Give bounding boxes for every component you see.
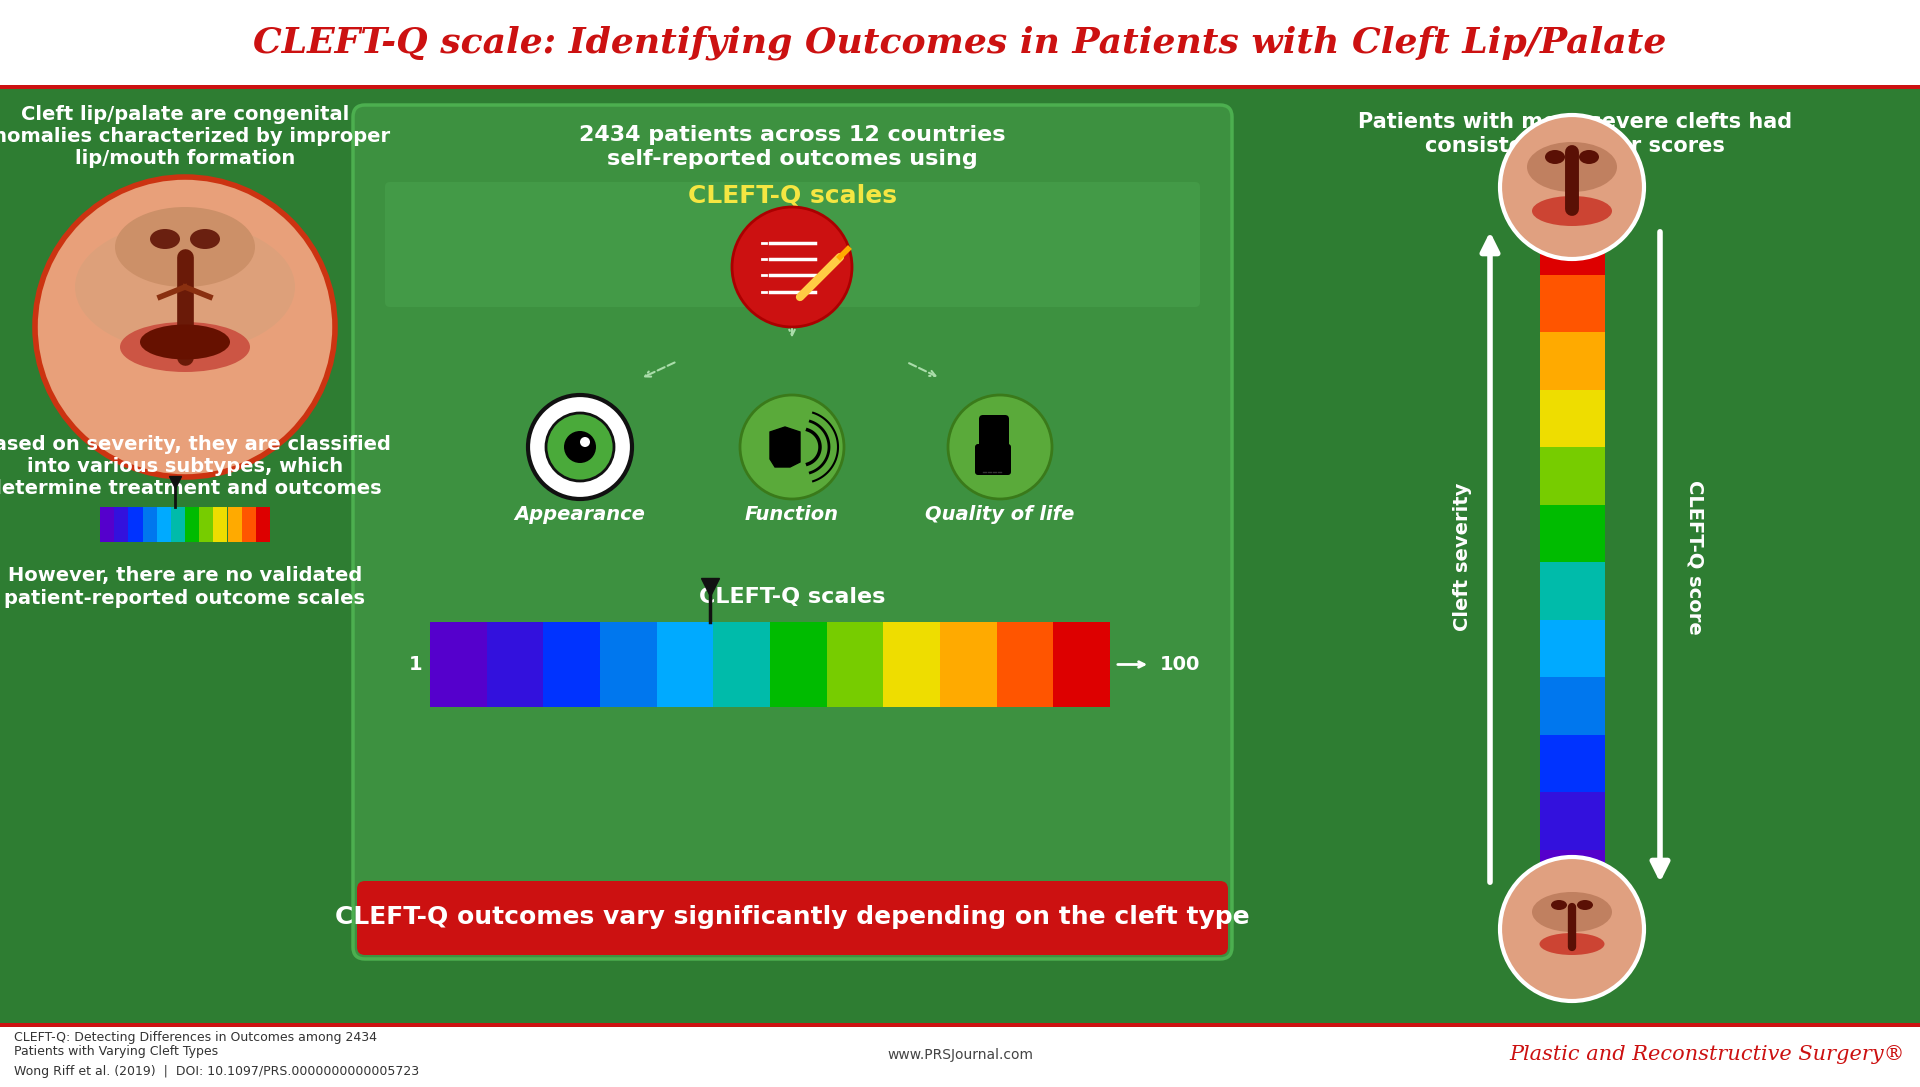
Bar: [1540, 792, 1605, 850]
Bar: [184, 507, 200, 542]
Bar: [1540, 275, 1605, 332]
Text: Patients with Varying Cleft Types: Patients with Varying Cleft Types: [13, 1045, 219, 1058]
Circle shape: [545, 413, 614, 482]
Bar: [828, 622, 883, 707]
FancyBboxPatch shape: [357, 880, 1229, 955]
Text: Quality of life: Quality of life: [925, 505, 1075, 525]
Bar: [996, 622, 1054, 707]
Bar: [200, 507, 213, 542]
Bar: [113, 507, 129, 542]
Circle shape: [564, 432, 595, 463]
Ellipse shape: [1551, 900, 1567, 910]
Bar: [242, 507, 255, 542]
Bar: [430, 622, 486, 707]
Circle shape: [948, 395, 1052, 499]
Ellipse shape: [150, 229, 180, 249]
Ellipse shape: [1578, 150, 1599, 164]
Text: Wong Riff et al. (2019)  |  DOI: 10.1097/PRS.0000000000005723: Wong Riff et al. (2019) | DOI: 10.1097/P…: [13, 1064, 419, 1077]
Ellipse shape: [1540, 933, 1605, 955]
Bar: [1540, 677, 1605, 735]
Bar: [1540, 620, 1605, 677]
Circle shape: [1500, 115, 1644, 259]
Circle shape: [35, 177, 334, 477]
Bar: [1540, 389, 1605, 447]
Bar: [883, 622, 941, 707]
Text: Based on severity, they are classified
into various subtypes, which
determine tr: Based on severity, they are classified i…: [0, 436, 392, 499]
Bar: [255, 507, 271, 542]
Circle shape: [732, 207, 852, 327]
Text: www.PRSJournal.com: www.PRSJournal.com: [887, 1048, 1033, 1062]
Text: 100: 100: [1160, 655, 1200, 674]
Ellipse shape: [1526, 142, 1617, 192]
Bar: [129, 507, 142, 542]
Text: Cleft lip/palate are congenital
anomalies characterized by improper
lip/mouth fo: Cleft lip/palate are congenital anomalie…: [0, 105, 390, 168]
Text: Cleft severity: Cleft severity: [1453, 483, 1471, 632]
Text: Plastic and Reconstructive Surgery®: Plastic and Reconstructive Surgery®: [1509, 1046, 1905, 1064]
Text: 1: 1: [409, 655, 422, 674]
Ellipse shape: [1546, 150, 1565, 164]
Text: Appearance: Appearance: [515, 505, 645, 525]
Bar: [1054, 622, 1110, 707]
Bar: [0, 1023, 1920, 1027]
Text: CLEFT-Q: Detecting Differences in Outcomes among 2434: CLEFT-Q: Detecting Differences in Outcom…: [13, 1030, 376, 1044]
Bar: [1540, 850, 1605, 907]
Bar: [0, 0, 1920, 85]
Text: However, there are no validated
patient-reported outcome scales: However, there are no validated patient-…: [4, 566, 365, 608]
Bar: [157, 507, 171, 542]
Circle shape: [580, 437, 589, 447]
FancyBboxPatch shape: [979, 415, 1010, 453]
Polygon shape: [770, 427, 801, 467]
Bar: [1540, 447, 1605, 504]
Ellipse shape: [115, 207, 255, 287]
Bar: [770, 622, 828, 707]
Text: CLEFT-Q outcomes vary significantly depending on the cleft type: CLEFT-Q outcomes vary significantly depe…: [334, 905, 1250, 929]
Bar: [599, 622, 657, 707]
Ellipse shape: [190, 229, 221, 249]
Bar: [486, 622, 543, 707]
Bar: [1540, 332, 1605, 389]
Bar: [543, 622, 599, 707]
Ellipse shape: [1576, 900, 1594, 910]
Bar: [714, 622, 770, 707]
FancyBboxPatch shape: [975, 443, 1012, 475]
Text: Patients with more severe clefts had
consistently lower scores: Patients with more severe clefts had con…: [1357, 112, 1791, 155]
FancyBboxPatch shape: [386, 182, 1200, 307]
Ellipse shape: [1532, 196, 1613, 226]
Text: 2434 patients across 12 countries
self-reported outcomes using: 2434 patients across 12 countries self-r…: [578, 125, 1006, 168]
Bar: [1540, 562, 1605, 620]
Circle shape: [739, 395, 845, 499]
Bar: [941, 622, 996, 707]
Text: CLEFT-Q score: CLEFT-Q score: [1686, 479, 1705, 635]
Bar: [1540, 217, 1605, 275]
Text: CLEFT-Q scales: CLEFT-Q scales: [699, 587, 885, 607]
Bar: [227, 507, 242, 542]
Ellipse shape: [140, 325, 230, 360]
Text: CLEFT-Q scales: CLEFT-Q scales: [687, 183, 897, 207]
Bar: [0, 1023, 1920, 1087]
Bar: [0, 85, 1920, 89]
Text: Function: Function: [745, 505, 839, 525]
Text: CLEFT-Q scale: Identifying Outcomes in Patients with Cleft Lip/Palate: CLEFT-Q scale: Identifying Outcomes in P…: [253, 26, 1667, 60]
Bar: [100, 507, 113, 542]
Bar: [0, 89, 1920, 1023]
FancyBboxPatch shape: [353, 105, 1233, 959]
Bar: [213, 507, 227, 542]
Circle shape: [528, 395, 632, 499]
Circle shape: [1500, 857, 1644, 1001]
Ellipse shape: [1532, 892, 1613, 932]
Bar: [171, 507, 184, 542]
Bar: [142, 507, 157, 542]
Bar: [1540, 735, 1605, 792]
Ellipse shape: [119, 322, 250, 372]
Bar: [657, 622, 714, 707]
Bar: [1540, 504, 1605, 562]
Ellipse shape: [75, 222, 296, 352]
